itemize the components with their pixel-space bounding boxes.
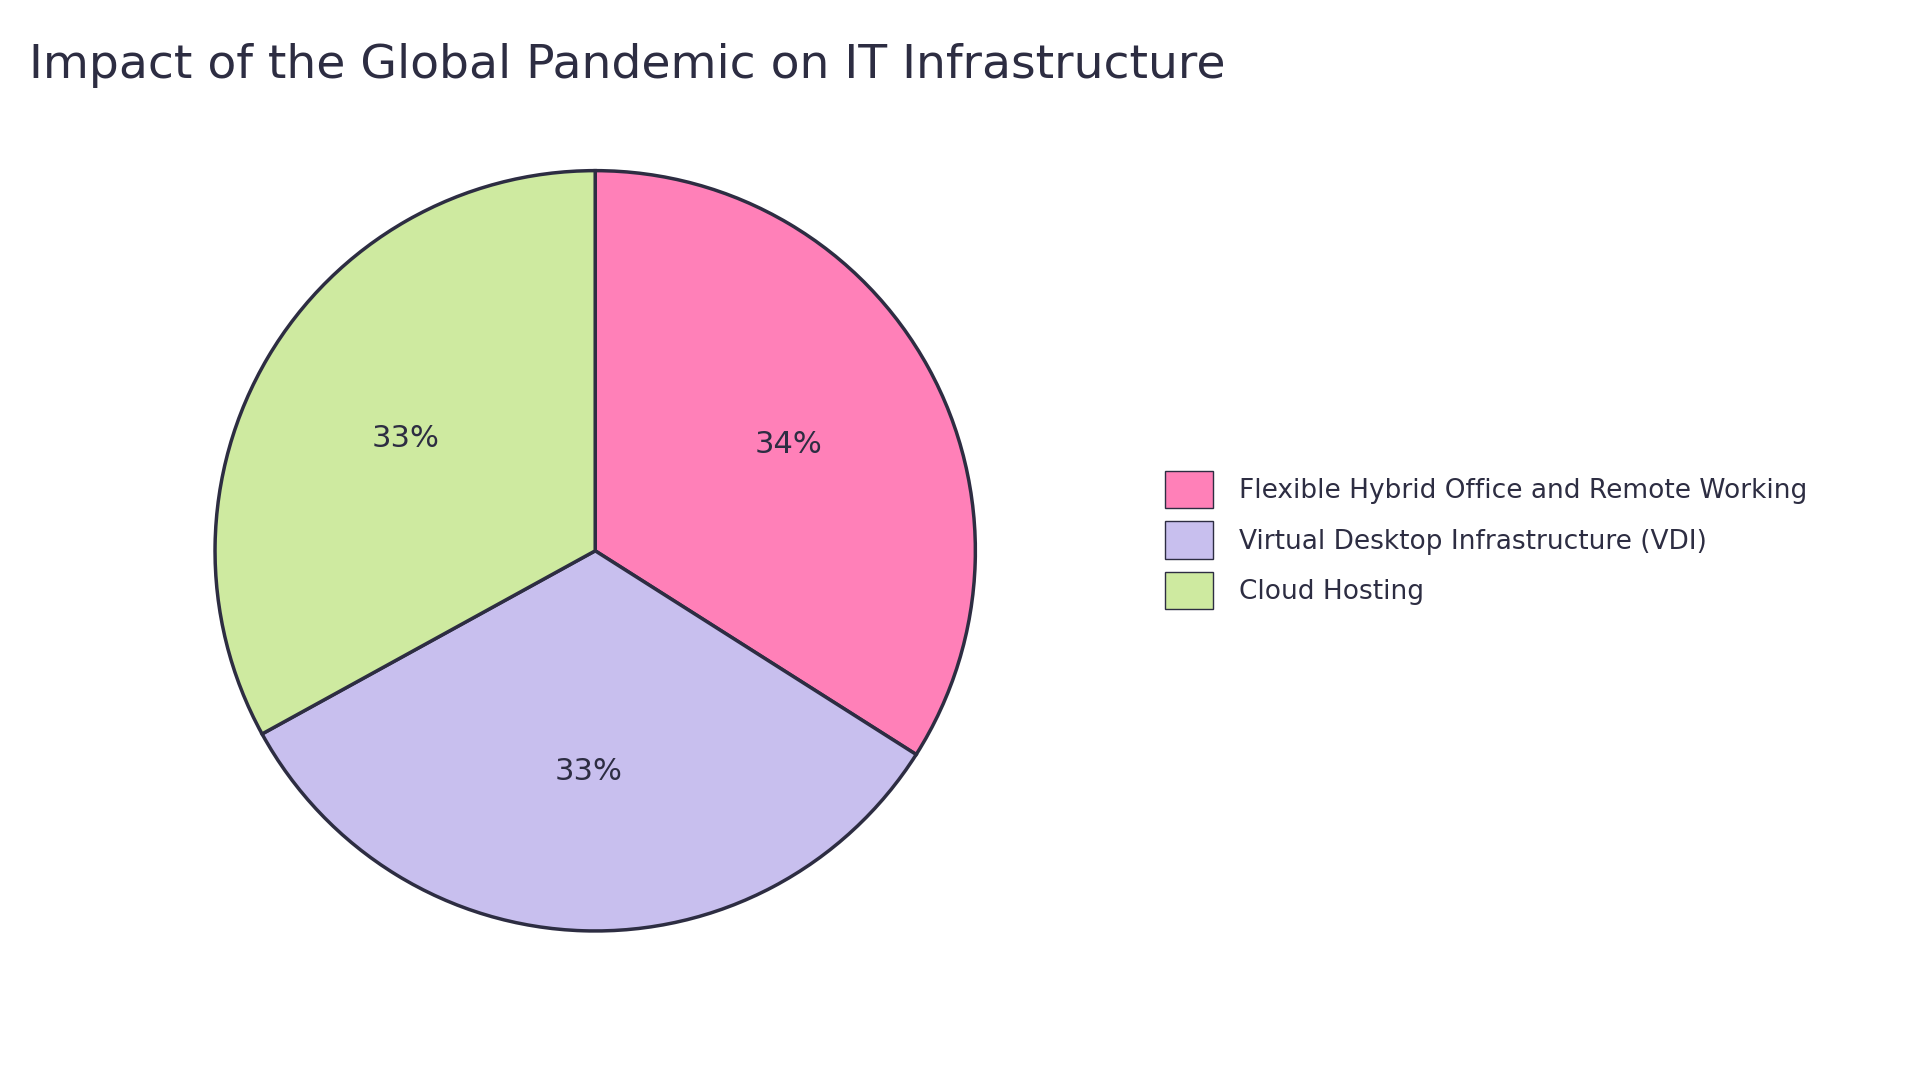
Legend: Flexible Hybrid Office and Remote Working, Virtual Desktop Infrastructure (VDI),: Flexible Hybrid Office and Remote Workin… <box>1165 471 1807 609</box>
Text: Impact of the Global Pandemic on IT Infrastructure: Impact of the Global Pandemic on IT Infr… <box>29 43 1225 89</box>
Text: 33%: 33% <box>371 424 440 454</box>
Wedge shape <box>261 551 916 931</box>
Wedge shape <box>595 171 975 755</box>
Wedge shape <box>215 171 595 734</box>
Text: 33%: 33% <box>555 757 622 785</box>
Text: 34%: 34% <box>755 430 822 459</box>
